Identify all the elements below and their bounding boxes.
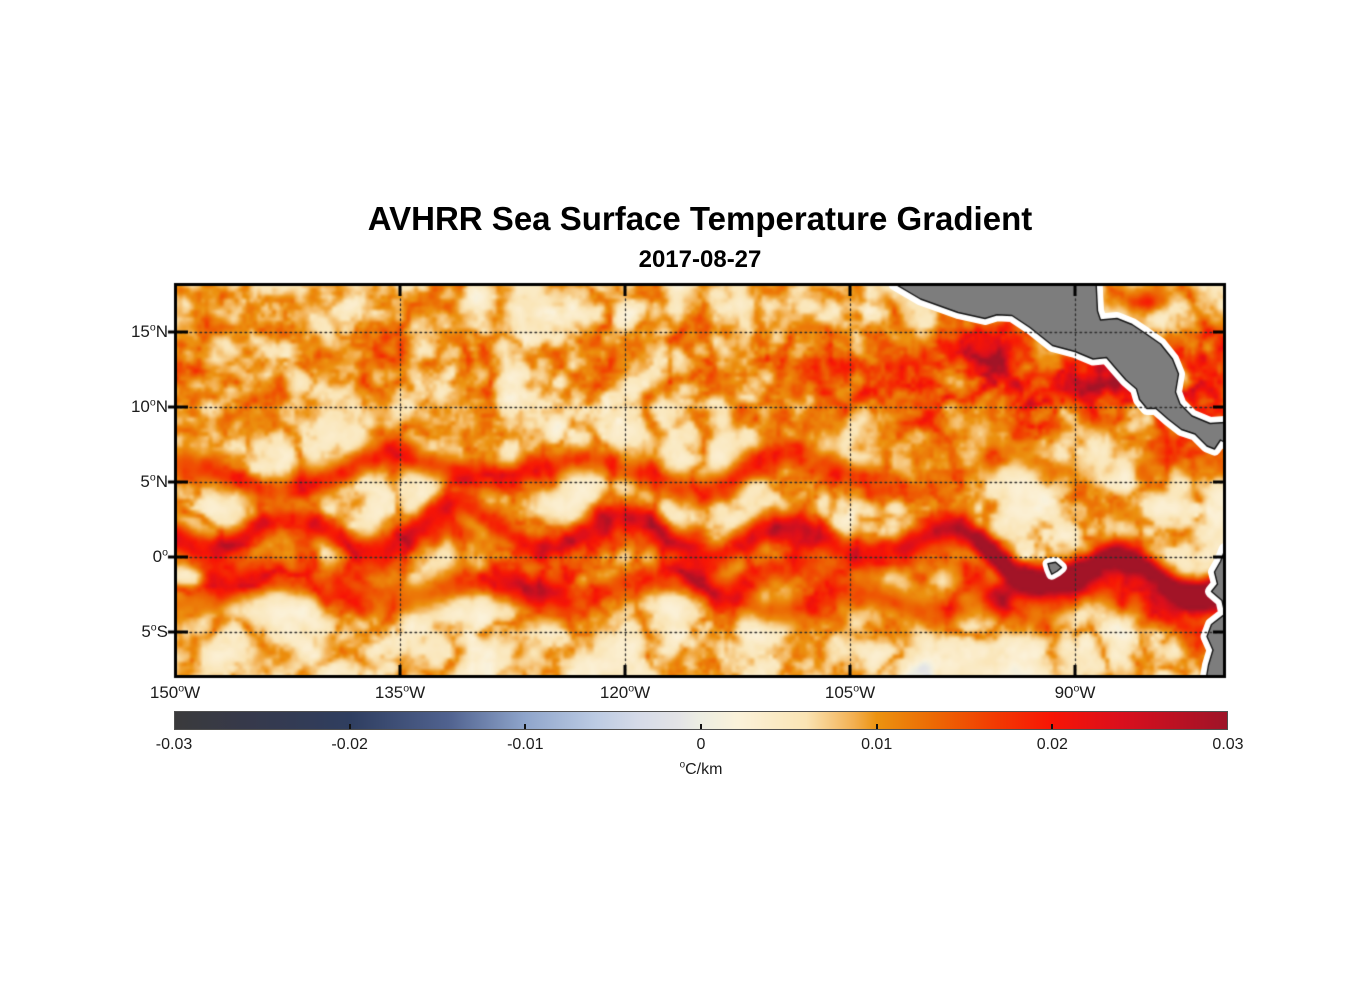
y-axis-tick-label: 0o (152, 546, 168, 566)
chart-subtitle: 2017-08-27 (638, 246, 762, 273)
colorbar-tick-label: 0.03 (1212, 736, 1244, 753)
y-axis-tick-label: 10oN (130, 396, 168, 416)
colorbar-tick-mark (524, 724, 527, 729)
colorbar-tick-label: -0.03 (155, 736, 193, 753)
colorbar-tick-mark (875, 724, 878, 729)
map-canvas (160, 270, 1240, 692)
colorbar-tick-label: -0.01 (507, 736, 544, 753)
y-axis-tick-label: 5oS (141, 621, 168, 641)
x-axis-tick-label: 120oW (599, 682, 651, 702)
colorbar-tick-mark (348, 724, 351, 729)
x-axis-tick-label: 150oW (149, 682, 201, 702)
chart-title: AVHRR Sea Surface Temperature Gradient (367, 200, 1033, 237)
colorbar-tick-label: -0.02 (331, 736, 368, 753)
colorbar-tick-label: 0.02 (1036, 736, 1068, 753)
colorbar (174, 711, 1228, 730)
colorbar-tick-mark (1051, 724, 1054, 729)
colorbar-tick-mark (700, 724, 702, 729)
colorbar-tick-label: 0 (696, 736, 706, 753)
x-axis-tick-label: 105oW (824, 682, 876, 702)
y-axis-tick-label: 15oN (130, 321, 168, 341)
colorbar-tick-label: 0.01 (861, 736, 893, 753)
x-axis-tick-label: 90oW (1054, 682, 1096, 702)
x-axis-tick-label: 135oW (374, 682, 426, 702)
colorbar-unit-label: oC/km (679, 759, 723, 778)
y-axis-tick-label: 5oN (140, 471, 168, 491)
